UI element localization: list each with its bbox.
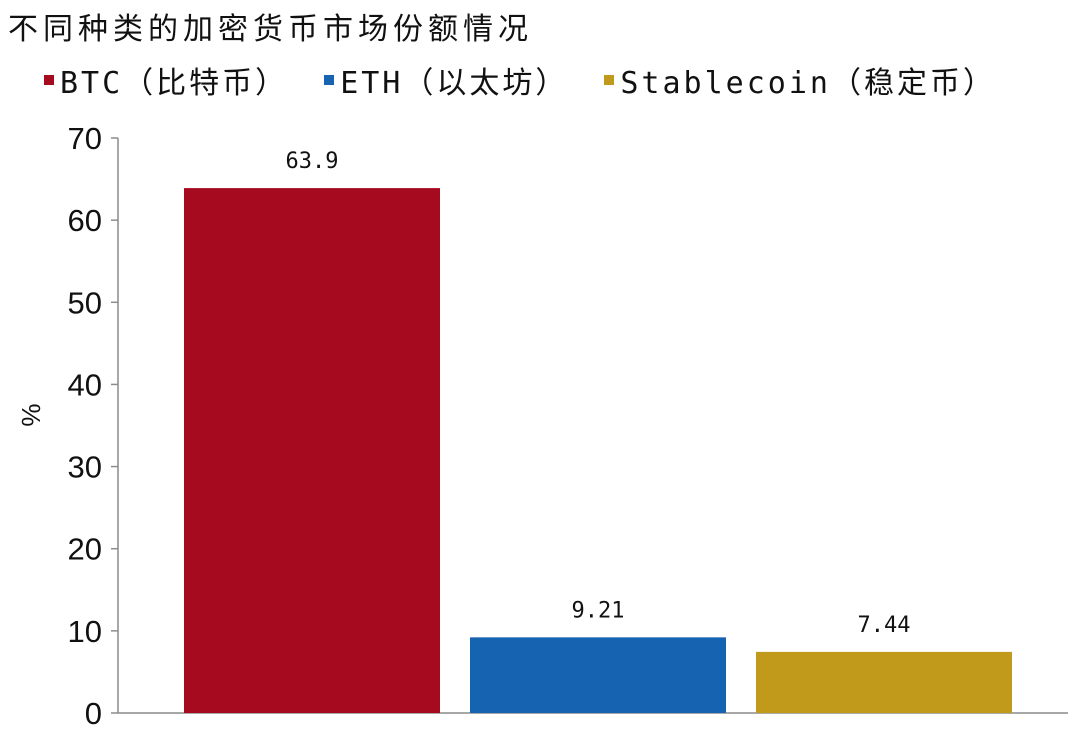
y-tick-label: 40 bbox=[68, 367, 102, 402]
legend-swatch-btc bbox=[44, 75, 54, 85]
bar-stablecoin bbox=[756, 651, 1012, 713]
legend-item-eth: ETH（以太坊） bbox=[324, 58, 568, 102]
legend-label-btc: BTC（比特币） bbox=[60, 66, 289, 101]
data-label-eth: 9.21 bbox=[572, 598, 625, 623]
y-tick-label: 50 bbox=[68, 285, 102, 320]
y-tick-label: 70 bbox=[68, 121, 102, 156]
y-axis-label: % bbox=[16, 403, 46, 426]
legend-swatch-eth bbox=[324, 75, 335, 85]
y-tick-label: 10 bbox=[68, 614, 102, 649]
y-tick-label: 20 bbox=[68, 532, 102, 567]
data-label-btc: 63.9 bbox=[286, 149, 339, 174]
legend-swatch-stablecoin bbox=[604, 75, 615, 85]
legend-item-stablecoin: Stablecoin（稳定币） bbox=[604, 58, 996, 102]
bar-eth bbox=[470, 637, 726, 713]
y-tick-label: 0 bbox=[85, 696, 102, 731]
bar-btc bbox=[184, 188, 440, 713]
chart-title: 不同种类的加密货币市场份额情况 bbox=[8, 12, 533, 47]
chart-legend: BTC（比特币） ETH（以太坊） Stablecoin（稳定币） bbox=[44, 58, 1032, 102]
legend-label-stablecoin: Stablecoin（稳定币） bbox=[620, 66, 996, 101]
y-tick-label: 30 bbox=[68, 450, 102, 485]
y-tick-label: 60 bbox=[68, 203, 102, 238]
legend-label-eth: ETH（以太坊） bbox=[340, 66, 569, 101]
legend-item-btc: BTC（比特币） bbox=[44, 58, 288, 102]
data-label-stablecoin: 7.44 bbox=[858, 613, 911, 638]
